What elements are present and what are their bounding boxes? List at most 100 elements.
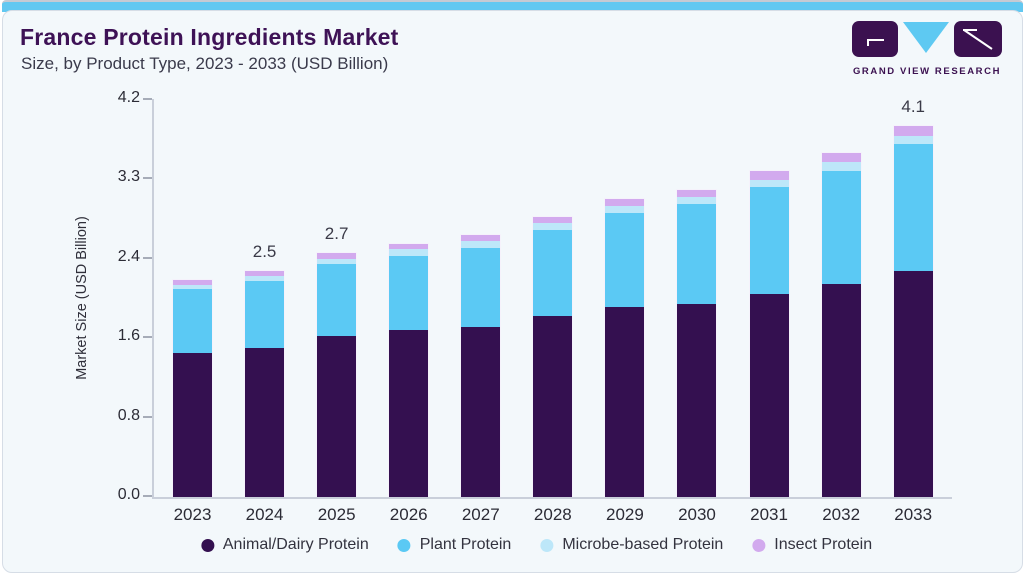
bar-segment-2026-animal-dairy-protein [389, 329, 429, 497]
x-tick-label-2032: 2032 [822, 505, 861, 524]
bar-segment-2028-microbe-based-protein [533, 223, 573, 231]
bar-segment-2033-plant-protein [893, 144, 933, 271]
bar-segment-2025-plant-protein [317, 263, 357, 337]
bar-segment-2032-plant-protein [821, 170, 861, 285]
bar-segment-2026-plant-protein [389, 255, 429, 330]
legend-label: Animal/Dairy Protein [222, 536, 369, 553]
bar-segment-2027-microbe-based-protein [461, 241, 501, 248]
bar-2032 [820, 152, 862, 497]
x-tick-label-2025: 2025 [317, 505, 356, 524]
y-tick-label-4.2: 4.2 [117, 89, 140, 106]
bar-2026 [388, 243, 430, 497]
bar-segment-2024-insect-protein [245, 271, 285, 276]
bar-segment-2026-insect-protein [389, 244, 429, 250]
bar-segment-2027-plant-protein [461, 247, 501, 328]
bar-2027 [460, 233, 502, 497]
x-tick-label-2027: 2027 [461, 505, 500, 524]
brand-name: GRAND VIEW RESEARCH [852, 66, 1002, 77]
y-tick-label-0.8: 0.8 [117, 406, 140, 424]
bar-segment-2023-animal-dairy-protein [173, 352, 212, 497]
y-tick-mark [143, 415, 152, 418]
page-subtitle: Size, by Product Type, 2023 - 2033 (USD … [21, 54, 389, 73]
y-tick-mark [143, 495, 152, 497]
bar-segment-2029-microbe-based-protein [605, 205, 645, 214]
bar-segment-2024-animal-dairy-protein [245, 348, 285, 498]
bar-segment-2029-insect-protein [605, 198, 645, 206]
bar-segment-2029-animal-dairy-protein [605, 307, 645, 497]
bar-value-label-2025: 2.7 [324, 224, 349, 244]
bar-segment-2030-plant-protein [677, 204, 717, 304]
bar-segment-2028-animal-dairy-protein [533, 316, 573, 497]
bar-segment-2030-microbe-based-protein [677, 196, 717, 205]
x-tick-label-2029: 2029 [605, 505, 644, 524]
legend-swatch-icon [540, 538, 554, 552]
bar-value-label-2033: 4.1 [901, 97, 925, 117]
bar-segment-2032-insect-protein [821, 153, 861, 163]
bar-segment-2023-microbe-based-protein [173, 284, 212, 290]
bar-2023 [172, 279, 213, 497]
bar-segment-2029-plant-protein [605, 213, 645, 308]
y-tick-mark [143, 98, 152, 100]
bar-segment-2032-microbe-based-protein [821, 162, 861, 171]
y-tick-label-1.6: 1.6 [117, 327, 140, 345]
y-tick-label-2.4: 2.4 [117, 247, 140, 265]
bar-segment-2027-animal-dairy-protein [461, 327, 501, 497]
legend-item-microbe-based-protein: Microbe-based Protein [540, 536, 723, 554]
bar-segment-2030-animal-dairy-protein [677, 303, 717, 497]
y-tick-label-3.3: 3.3 [117, 168, 140, 186]
y-tick-mark [143, 336, 152, 339]
bar-segment-2032-animal-dairy-protein [821, 284, 861, 497]
x-tick-label-2024: 2024 [245, 505, 284, 524]
bar-segment-2031-insect-protein [749, 171, 789, 180]
legend-item-insect-protein: Insect Protein [752, 536, 872, 554]
bar-2028 [532, 215, 574, 497]
bar-segment-2030-insect-protein [677, 189, 717, 197]
bar-2029 [604, 197, 646, 497]
bar-segment-2033-animal-dairy-protein [893, 270, 933, 497]
legend-label: Plant Protein [419, 536, 512, 553]
bar-segment-2027-insect-protein [461, 234, 501, 242]
legend-swatch-icon [397, 538, 411, 552]
bar-2033 [892, 125, 934, 497]
x-tick-label-2023: 2023 [173, 505, 212, 524]
bar-segment-2028-plant-protein [533, 230, 573, 317]
legend-swatch-icon [200, 538, 214, 552]
y-tick-mark [143, 177, 152, 180]
legend: Animal/Dairy Protein Plant Protein Microbe… [200, 536, 872, 554]
y-axis-title: Market Size (USD Billion) [74, 216, 90, 380]
y-tick-mark [143, 256, 152, 259]
bar-2025 [316, 252, 358, 497]
x-tick-label-2033: 2033 [894, 505, 933, 524]
legend-item-plant-protein: Plant Protein [397, 536, 512, 554]
bar-2024 [244, 270, 286, 498]
bar-segment-2023-plant-protein [173, 289, 212, 353]
bar-segment-2033-insect-protein [893, 126, 933, 137]
page-title: France Protein Ingredients Market [20, 24, 399, 50]
gvr-logo: GRAND VIEW RESEARCH [851, 20, 1003, 77]
bar-segment-2025-microbe-based-protein [317, 258, 357, 264]
bar-segment-2028-insect-protein [533, 216, 573, 224]
bar-segment-2031-microbe-based-protein [749, 179, 789, 187]
bar-segment-2033-microbe-based-protein [893, 136, 933, 145]
y-tick-label-0.0: 0.0 [117, 486, 140, 503]
bar-segment-2024-microbe-based-protein [245, 275, 285, 282]
x-axis-line [152, 497, 952, 499]
legend-item-animal-dairy-protein: Animal/Dairy Protein [200, 536, 369, 554]
top-accent-strip [2, 0, 1023, 12]
legend-label: Microbe-based Protein [562, 536, 724, 553]
gvr-logo-icon [852, 21, 1002, 57]
y-axis-line [152, 99, 154, 498]
bar-segment-2031-animal-dairy-protein [749, 293, 789, 497]
bar-segment-2025-animal-dairy-protein [317, 336, 357, 497]
x-tick-label-2031: 2031 [750, 505, 788, 524]
bar-2030 [676, 188, 718, 497]
bar-2031 [748, 170, 790, 497]
bar-segment-2023-insect-protein [173, 280, 212, 285]
bar-segment-2031-plant-protein [749, 186, 789, 294]
x-tick-label-2030: 2030 [678, 505, 716, 524]
legend-swatch-icon [752, 538, 766, 552]
bar-value-label-2024: 2.5 [252, 242, 277, 262]
bar-segment-2026-microbe-based-protein [389, 249, 429, 256]
